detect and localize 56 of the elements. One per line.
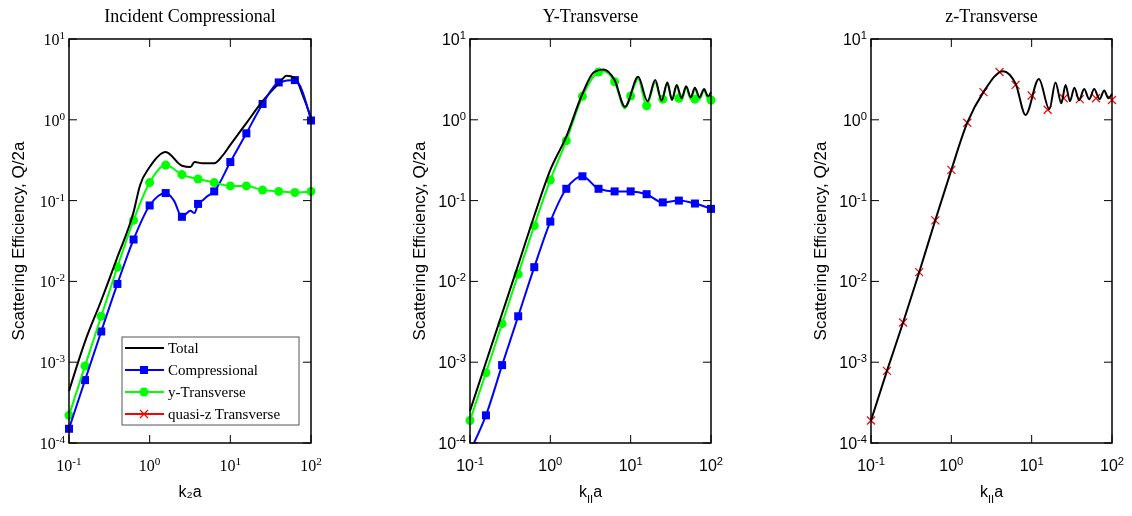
x-tick-label: 10$^{-1}$	[56, 455, 82, 474]
chart-title: Incident Compressional	[104, 6, 276, 26]
y-tick-label: 10$^{1}$	[842, 29, 867, 48]
y-tick-label: 10$^{-1}$	[839, 190, 867, 210]
x-tick-label: 10$^{2}$	[300, 455, 322, 474]
y-tick-label: 10$^{0}$	[441, 109, 466, 129]
x-tick-label: 10$^{0}$	[538, 455, 563, 474]
y-tick-label: 10$^{1}$	[43, 29, 65, 48]
legend-label: Total	[168, 340, 199, 356]
y-tick-label: 10$^{-4}$	[438, 433, 466, 452]
point	[1107, 95, 1117, 105]
point	[1027, 90, 1037, 101]
point	[1091, 93, 1101, 103]
y-tick-label: 10$^{-3}$	[438, 352, 466, 372]
x-axis-title: k$_{II}$a	[979, 483, 1004, 505]
legend-label: Compressional	[168, 362, 258, 378]
x-tick-label: 10$^{1}$	[1019, 455, 1044, 474]
point	[1043, 105, 1053, 115]
legend-label: quasi-z Transverse	[168, 406, 281, 422]
y-axis-title: Scattering Efficiency, Q/2a	[410, 141, 429, 341]
x-tick-label: 10$^{1}$	[618, 455, 643, 474]
y-tick-label: 10$^{0}$	[43, 109, 66, 129]
y-tick-label: 10$^{-3}$	[839, 352, 867, 372]
y-tick-label: 10$^{-1}$	[438, 190, 466, 210]
point	[946, 165, 956, 175]
point	[898, 317, 908, 328]
x-tick-label: 10$^{1}$	[219, 455, 242, 474]
y-tick-label: 10$^{-2}$	[839, 271, 867, 291]
x-tick-label: 10$^{-1}$	[456, 455, 484, 474]
legend-label: y-Transverse	[168, 384, 247, 400]
chart-title: z-Transverse	[945, 6, 1038, 26]
point	[914, 267, 924, 277]
y-axis-title: Scattering Efficiency, Q/2a	[811, 141, 830, 341]
y-tick-label: 10$^{-3}$	[39, 352, 66, 372]
x-tick-label: 10$^{2}$	[698, 455, 724, 474]
x-tick-label: 10$^{-1}$	[857, 455, 885, 474]
y-tick-label: 10$^{-4}$	[839, 433, 867, 452]
point	[978, 87, 989, 97]
point	[930, 215, 940, 225]
x-tick-label: 10$^{0}$	[939, 455, 964, 474]
point	[1011, 80, 1021, 90]
chart-title: Y-Transverse	[542, 6, 639, 26]
point	[882, 366, 892, 376]
point	[962, 118, 972, 128]
x-tick-label: 10$^{0}$	[138, 455, 161, 474]
y-tick-label: 10$^{-2}$	[438, 271, 466, 291]
y-tick-label: 10$^{0}$	[842, 109, 867, 129]
x-axis-title: k₂a	[178, 483, 202, 500]
x-axis-title: k$_{II}$a	[578, 483, 603, 505]
point	[866, 415, 876, 426]
y-tick-label: 10$^{1}$	[441, 29, 466, 48]
y-axis-title: Scattering Efficiency, Q/2a	[9, 141, 28, 341]
y-tick-label: 10$^{-1}$	[39, 190, 65, 210]
x-tick-label: 10$^{2}$	[1099, 455, 1125, 474]
y-tick-label: 10$^{-4}$	[39, 433, 66, 452]
y-tick-label: 10$^{-2}$	[39, 271, 65, 291]
